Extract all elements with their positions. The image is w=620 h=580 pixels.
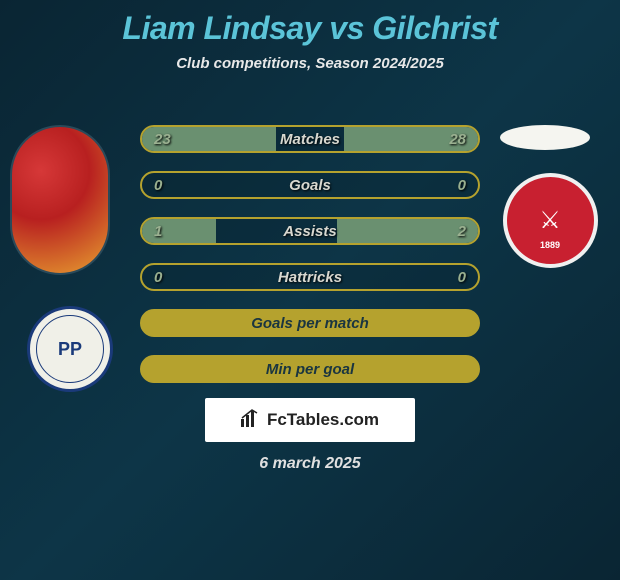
club-right-badge: ⚔ 1889: [500, 170, 600, 270]
club-left-badge: PP: [20, 305, 120, 393]
club-right-year: 1889: [540, 240, 560, 250]
comparison-subtitle: Club competitions, Season 2024/2025: [0, 55, 620, 72]
stat-row: 00Hattricks: [140, 263, 480, 291]
stat-row: 2328Matches: [140, 125, 480, 153]
swords-icon: ⚔: [539, 206, 561, 235]
brand-box[interactable]: FcTables.com: [205, 398, 415, 442]
stat-label: Hattricks: [142, 269, 478, 286]
stat-label: Goals: [142, 177, 478, 194]
player-right-photo: [500, 125, 590, 150]
stat-label: Min per goal: [142, 361, 478, 378]
stat-row: 00Goals: [140, 171, 480, 199]
player-left-photo: [10, 125, 110, 275]
club-left-initials: PP: [58, 339, 82, 360]
stat-label: Assists: [142, 223, 478, 240]
brand-text: FcTables.com: [267, 410, 379, 430]
sheffield-badge-icon: ⚔ 1889: [503, 173, 598, 268]
comparison-date: 6 march 2025: [0, 455, 620, 473]
stat-label: Matches: [142, 131, 478, 148]
comparison-title: Liam Lindsay vs Gilchrist: [0, 0, 620, 47]
stat-row: Min per goal: [140, 355, 480, 383]
stat-row: 12Assists: [140, 217, 480, 245]
preston-badge-icon: PP: [27, 306, 113, 392]
chart-icon: [241, 409, 261, 432]
stat-label: Goals per match: [142, 315, 478, 332]
stats-container: 2328Matches 00Goals 12Assists 00Hattricks Go…: [140, 125, 480, 401]
stat-row: Goals per match: [140, 309, 480, 337]
